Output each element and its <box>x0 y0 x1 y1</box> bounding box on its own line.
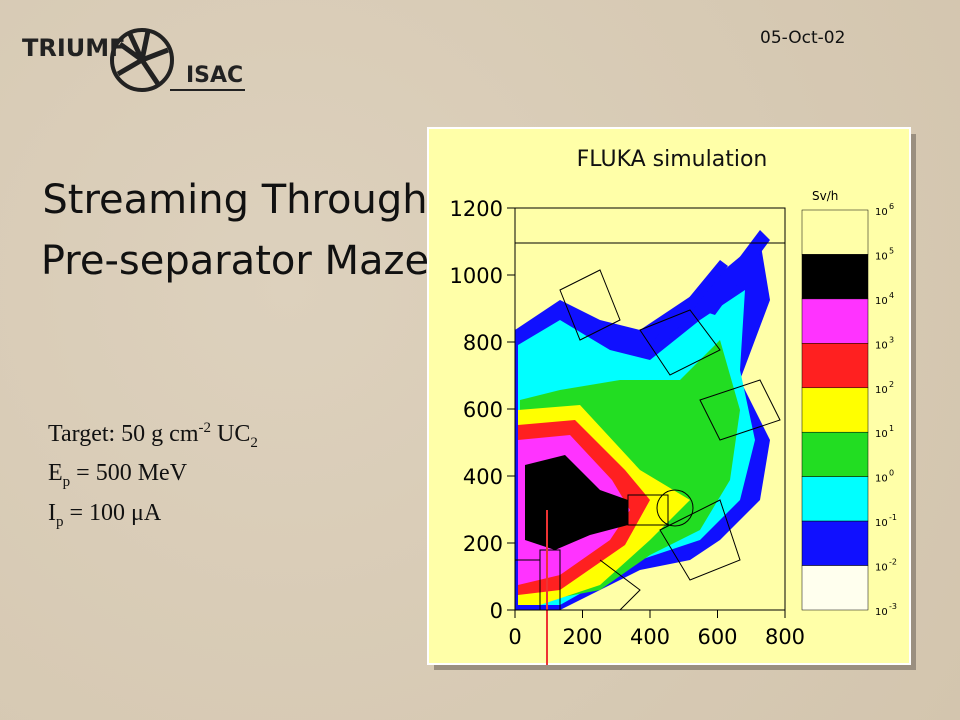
parameter-text: UC <box>211 421 251 447</box>
parameter-text: = 500 MeV <box>70 460 188 486</box>
y-tick-label: 1000 <box>450 264 503 288</box>
slide-title: Streaming Through Pre-separator Maze <box>40 177 430 284</box>
colorbar-exponent: 1 <box>889 424 894 433</box>
parameter-text: p <box>56 513 64 530</box>
logo-text: ISAC <box>186 63 243 88</box>
colorbar-base: 10 <box>875 474 888 485</box>
logo-spokes <box>116 30 169 86</box>
contours <box>515 230 786 665</box>
colorbar-exponent: -1 <box>889 513 897 522</box>
colorbar-band <box>801 387 869 433</box>
y-tick-label: 1200 <box>450 197 503 221</box>
colorbar-band <box>801 476 869 522</box>
colorbar-base: 10 <box>875 385 888 396</box>
colorbar-exponent: 5 <box>889 246 894 255</box>
x-tick-label: 800 <box>765 625 805 649</box>
colorbar-band <box>801 565 869 611</box>
colorbar-band <box>801 431 869 477</box>
colorbar-band <box>801 209 869 255</box>
x-tick-label: 0 <box>508 625 521 649</box>
x-tick-label: 400 <box>630 625 670 649</box>
colorbar-base: 10 <box>875 207 888 218</box>
logo: TRIUMF ISAC <box>22 28 245 92</box>
parameter-text: 2 <box>250 434 258 451</box>
parameter-text: = 100 μA <box>63 500 162 526</box>
y-tick-label: 800 <box>463 331 503 355</box>
colorbar-base: 10 <box>875 296 888 307</box>
x-tick-label: 200 <box>562 625 602 649</box>
colorbar-exponent: 4 <box>889 291 894 300</box>
colorbar-band <box>801 254 869 300</box>
y-tick-label: 600 <box>463 398 503 422</box>
colorbar-exponent: -2 <box>889 558 897 567</box>
colorbar-band <box>801 343 869 389</box>
parameter-line: Ep = 500 MeV <box>48 460 187 491</box>
figure-title: FLUKA simulation <box>577 147 768 172</box>
date: 05-Oct-02 <box>760 28 846 48</box>
colorbar-base: 10 <box>875 607 888 618</box>
contour-black <box>525 455 628 550</box>
parameter-line: Target: 50 g cm-2 UC2 <box>48 420 258 452</box>
y-tick-label: 0 <box>490 599 503 623</box>
colorbar-base: 10 <box>875 429 888 440</box>
colorbar-band <box>801 298 869 344</box>
parameter-text: E <box>48 460 63 486</box>
parameter-text: I <box>48 500 56 526</box>
colorbar-base: 10 <box>875 251 888 262</box>
colorbar-base: 10 <box>875 340 888 351</box>
parameter-text: Target: 50 g cm <box>48 421 199 447</box>
colorbar-unit: Sv/h <box>812 189 838 203</box>
y-tick-label: 200 <box>463 532 503 556</box>
colorbar-exponent: 2 <box>889 380 894 389</box>
colorbar-exponent: 0 <box>889 469 894 478</box>
parameter-text: -2 <box>198 420 212 436</box>
x-tick-label: 600 <box>697 625 737 649</box>
contour-streaks <box>650 230 770 350</box>
y-tick-label: 400 <box>463 465 503 489</box>
colorbar-exponent: 6 <box>889 202 894 211</box>
parameter-text: p <box>62 473 71 490</box>
colorbar-exponent: 3 <box>889 335 894 344</box>
colorbar-base: 10 <box>875 563 888 574</box>
colorbar-band <box>801 520 869 566</box>
logo-text: TRIUMF <box>22 34 126 62</box>
colorbar-exponent: -3 <box>889 602 897 611</box>
logo-wheel <box>110 28 174 92</box>
colorbar-base: 10 <box>875 518 888 529</box>
parameter-line: Ip = 100 μA <box>48 500 161 531</box>
